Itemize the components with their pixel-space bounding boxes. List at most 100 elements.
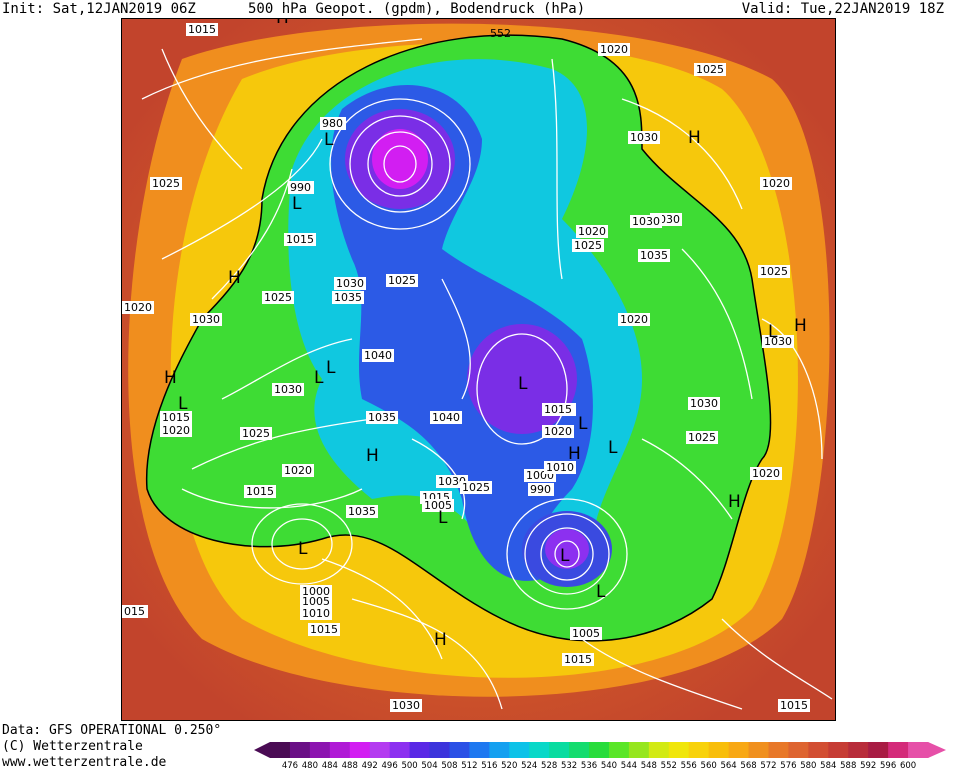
legend-arrow-right xyxy=(928,742,946,758)
isobar-label: 1015 xyxy=(542,403,574,416)
legend-swatch xyxy=(589,742,610,758)
svg-text:1035: 1035 xyxy=(348,505,376,518)
legend-tick-label: 520 xyxy=(501,761,517,770)
isobar-label: 1030 xyxy=(334,277,366,290)
svg-text:1030: 1030 xyxy=(632,215,660,228)
legend-swatch xyxy=(469,742,490,758)
svg-text:1020: 1020 xyxy=(284,464,312,477)
legend-swatch xyxy=(489,742,510,758)
legend-swatch xyxy=(628,742,650,758)
low-marker: L xyxy=(314,368,324,388)
isobar-label: 1015 xyxy=(186,23,218,36)
isobar-label: 1035 xyxy=(638,249,670,262)
isobar-label: 1030 xyxy=(272,383,304,396)
svg-text:1035: 1035 xyxy=(368,411,396,424)
low-marker: L xyxy=(578,414,588,434)
legend-tick-label: 496 xyxy=(382,761,398,770)
svg-text:1030: 1030 xyxy=(392,699,420,712)
legend-swatch xyxy=(868,742,889,758)
svg-text:1030: 1030 xyxy=(630,131,658,144)
isobar-label: 1015 xyxy=(244,485,276,498)
isobar-label: 1030 xyxy=(630,215,662,228)
isobar-label: 1020 xyxy=(760,177,792,190)
svg-text:1005: 1005 xyxy=(424,499,452,512)
legend-swatch xyxy=(608,742,630,758)
legend-tick-label: 596 xyxy=(880,761,896,770)
init-time: Init: Sat,12JAN2019 06Z xyxy=(2,1,196,17)
low-marker: L xyxy=(768,322,778,342)
legend-swatch xyxy=(668,742,690,758)
svg-text:1015: 1015 xyxy=(162,411,190,424)
legend-tick-label: 576 xyxy=(780,761,796,770)
legend-swatch xyxy=(908,742,929,758)
isobar-label: 1025 xyxy=(240,427,272,440)
legend-arrow-left xyxy=(254,742,270,758)
svg-text:1005: 1005 xyxy=(302,595,330,608)
isobar-label: 1025 xyxy=(686,431,718,444)
svg-text:980: 980 xyxy=(322,117,343,130)
color-scale-legend: 476 480 484 488 492 496 500 504 508 512 516 520 524 5… xyxy=(254,742,946,770)
legend-tick-label: 556 xyxy=(681,761,697,770)
isobar-label: 1005 xyxy=(300,595,332,608)
svg-text:1020: 1020 xyxy=(578,225,606,238)
svg-text:1030: 1030 xyxy=(764,335,792,348)
legend-tick-labels: 476 480 484 488 492 496 500 504 508 512 516 520 524 5… xyxy=(282,761,916,770)
legend-swatch xyxy=(309,742,331,758)
isobar-label: 1030 xyxy=(628,131,660,144)
isobar-label: 1035 xyxy=(366,411,398,424)
map-title: 500 hPa Geopot. (gpdm), Bodendruck (hPa) xyxy=(248,1,586,17)
legend-tick-label: 564 xyxy=(720,761,736,770)
website-link[interactable]: www.wetterzentrale.de xyxy=(2,755,167,770)
isobar-label: 1015 xyxy=(778,699,810,712)
legend-tick-label: 504 xyxy=(421,761,437,770)
isobar-label: 1025 xyxy=(386,274,418,287)
svg-text:1025: 1025 xyxy=(152,177,180,190)
svg-text:1025: 1025 xyxy=(388,274,416,287)
map-canvas: 1015 980 990 1015 1025 1030 1035 1025 10… xyxy=(122,19,835,720)
legend-swatch xyxy=(708,742,730,758)
low-marker: L xyxy=(560,546,570,566)
isobar-label: 1020 xyxy=(750,467,782,480)
svg-text:1030: 1030 xyxy=(438,475,466,488)
legend-swatch xyxy=(389,742,411,758)
legend-tick-label: 548 xyxy=(641,761,657,770)
svg-text:1015: 1015 xyxy=(564,653,592,666)
high-marker: H xyxy=(728,492,741,512)
svg-text:015: 015 xyxy=(124,605,145,618)
isobar-label: 1015 xyxy=(308,623,340,636)
low-marker: L xyxy=(324,130,334,150)
isobar-label: 1030 xyxy=(688,397,720,410)
legend-swatch xyxy=(509,742,530,758)
svg-text:1030: 1030 xyxy=(336,277,364,290)
isobar-label: 1035 xyxy=(332,291,364,304)
legend-tick-label: 500 xyxy=(401,761,417,770)
high-marker: H xyxy=(228,268,241,288)
legend-tick-label: 552 xyxy=(661,761,677,770)
legend-swatch xyxy=(828,742,849,758)
legend-tick-label: 528 xyxy=(541,761,557,770)
legend-tick-label: 536 xyxy=(581,761,597,770)
legend-tick-label: 540 xyxy=(601,761,617,770)
isobar-label: 1030 xyxy=(190,313,222,326)
isobar-label: 1015 xyxy=(284,233,316,246)
svg-text:1010: 1010 xyxy=(302,607,330,620)
low-marker: L xyxy=(326,358,336,378)
isobar-label: 1040 xyxy=(362,349,394,362)
svg-text:990: 990 xyxy=(530,483,551,496)
data-source-label: Data: GFS OPERATIONAL 0.250° xyxy=(2,723,222,738)
legend-tick-label: 524 xyxy=(521,761,537,770)
legend-swatch xyxy=(788,742,809,758)
legend-swatch xyxy=(888,742,909,758)
isobar-label: 990 xyxy=(528,483,554,496)
high-marker: H xyxy=(568,444,581,464)
svg-text:1025: 1025 xyxy=(696,63,724,76)
isobar-label: 1025 xyxy=(262,291,294,304)
low-marker: L xyxy=(298,539,308,559)
svg-text:1020: 1020 xyxy=(544,425,572,438)
isobar-label: 1025 xyxy=(694,63,726,76)
svg-text:552: 552 xyxy=(490,27,511,40)
legend-swatch xyxy=(549,742,570,758)
legend-tick-label: 480 xyxy=(302,761,318,770)
isobar-label: 015 xyxy=(122,605,148,618)
isobar-label: 1015 xyxy=(562,653,594,666)
